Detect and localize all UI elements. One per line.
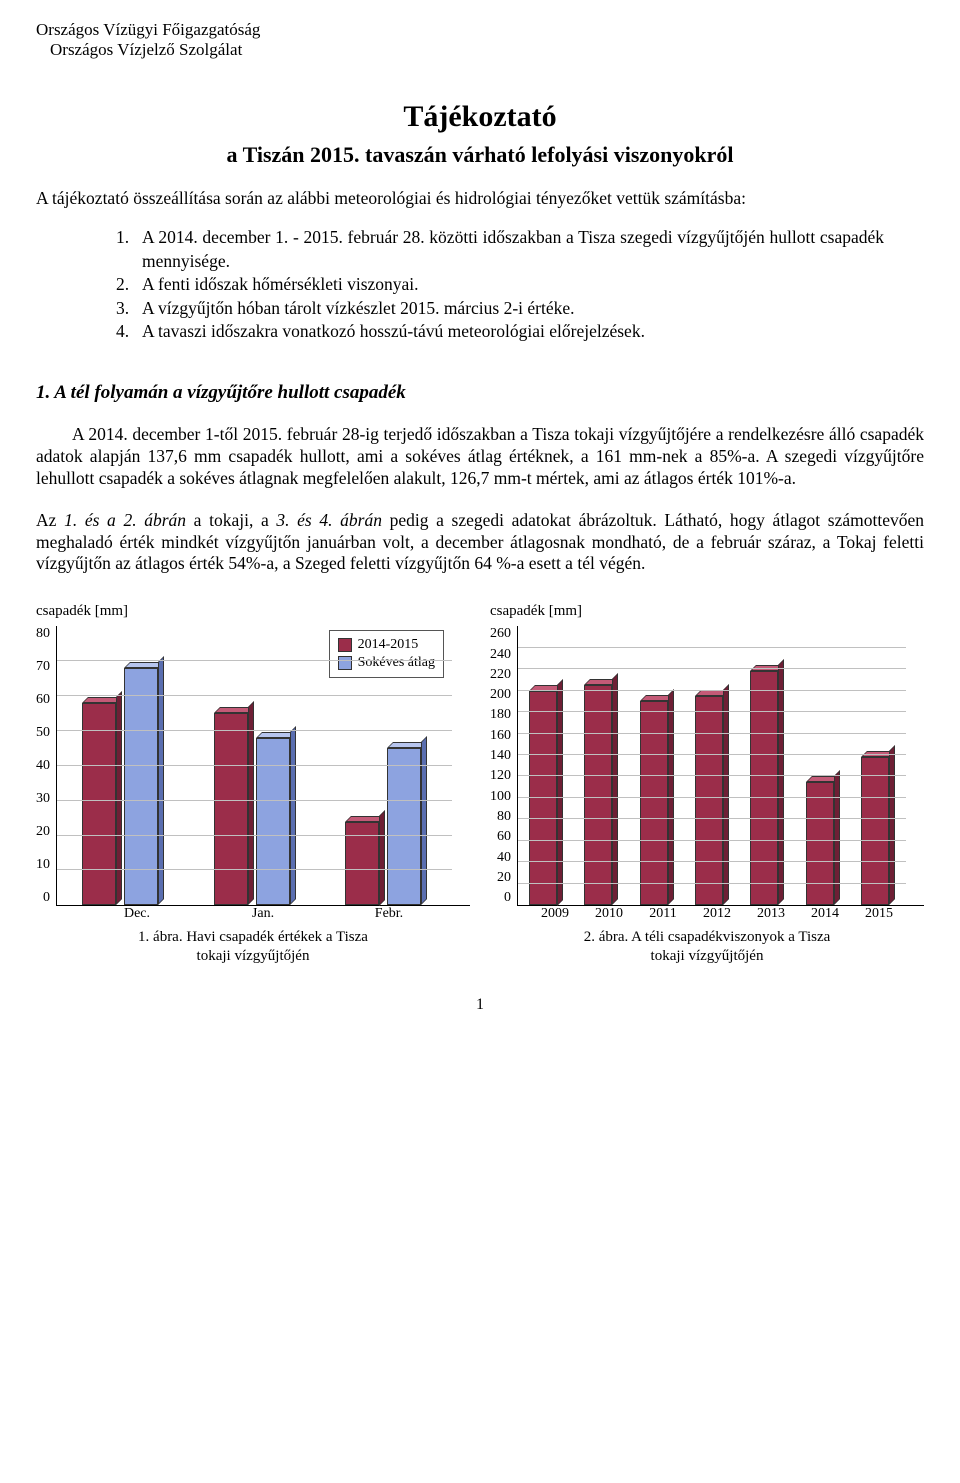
bar-group: [57, 626, 189, 905]
chart-1-xticks: Dec.Jan.Febr.: [74, 906, 470, 922]
list-num: 1.: [116, 226, 142, 273]
list-num: 3.: [116, 297, 142, 321]
chart-1-ylabel: csapadék [mm]: [36, 603, 470, 620]
page-number: 1: [36, 996, 924, 1014]
chart-1-yticks: 80706050403020100: [36, 626, 56, 906]
p2-ref2: 3. és 4. ábrán: [276, 510, 382, 530]
chart-1-caption: 1. ábra. Havi csapadék értékek a Tiszato…: [36, 928, 470, 966]
list-num: 4.: [116, 320, 142, 344]
chart-1: csapadék [mm] 80706050403020100 2014-201…: [36, 603, 470, 966]
chart-2-plot: [517, 626, 924, 906]
p2-pre: Az: [36, 510, 64, 530]
intro-paragraph: A tájékoztató összeállítása során az alá…: [36, 188, 924, 210]
factors-list: 1.A 2014. december 1. - 2015. február 28…: [36, 226, 924, 344]
bar-group: [189, 626, 321, 905]
list-text: A fenti időszak hőmérsékleti viszonyai.: [142, 273, 884, 297]
legend-item: Sokéves átlag: [338, 655, 435, 671]
chart-1-plot: 2014-2015 Sokéves átlag: [56, 626, 470, 906]
chart-2-yticks: 260240220200180160140120100806040200: [490, 626, 517, 906]
paragraph-2: Az 1. és a 2. ábrán a tokaji, a 3. és 4.…: [36, 510, 924, 576]
bar: [695, 696, 723, 905]
bar: [387, 748, 421, 905]
list-text: A 2014. december 1. - 2015. február 28. …: [142, 226, 884, 273]
bar: [256, 738, 290, 905]
doc-subtitle: a Tiszán 2015. tavaszán várható lefolyás…: [36, 142, 924, 168]
legend-item: 2014-2015: [338, 637, 435, 653]
bar: [214, 713, 248, 905]
doc-title: Tájékoztató: [36, 100, 924, 134]
chart-1-legend: 2014-2015 Sokéves átlag: [329, 630, 444, 678]
list-item: 3.A vízgyűjtőn hóban tárolt vízkészlet 2…: [116, 297, 884, 321]
list-num: 2.: [116, 273, 142, 297]
bar: [806, 782, 834, 905]
p2-mid1: a tokaji, a: [186, 510, 276, 530]
bar: [584, 685, 612, 905]
chart-2-ylabel: csapadék [mm]: [490, 603, 924, 620]
section-1-heading: 1. A tél folyamán a vízgyűjtőre hullott …: [36, 382, 924, 404]
list-text: A vízgyűjtőn hóban tárolt vízkészlet 201…: [142, 297, 884, 321]
bar: [750, 671, 778, 905]
chart-2: csapadék [mm] 26024022020018016014012010…: [490, 603, 924, 966]
list-item: 1.A 2014. december 1. - 2015. február 28…: [116, 226, 884, 273]
bar: [82, 703, 116, 905]
paragraph-1: A 2014. december 1-től 2015. február 28-…: [36, 424, 924, 490]
list-item: 2.A fenti időszak hőmérsékleti viszonyai…: [116, 273, 884, 297]
charts-row: csapadék [mm] 80706050403020100 2014-201…: [36, 603, 924, 966]
chart-2-xticks: 2009201020112012201320142015: [528, 906, 924, 922]
header-line-2: Országos Vízjelző Szolgálat: [36, 40, 924, 60]
list-text: A tavaszi időszakra vonatkozó hosszú-táv…: [142, 320, 884, 344]
chart-2-caption: 2. ábra. A téli csapadékviszonyok a Tisz…: [490, 928, 924, 966]
p2-ref1: 1. és a 2. ábrán: [64, 510, 186, 530]
header-line-1: Országos Vízügyi Főigazgatóság: [36, 20, 924, 40]
list-item: 4.A tavaszi időszakra vonatkozó hosszú-t…: [116, 320, 884, 344]
